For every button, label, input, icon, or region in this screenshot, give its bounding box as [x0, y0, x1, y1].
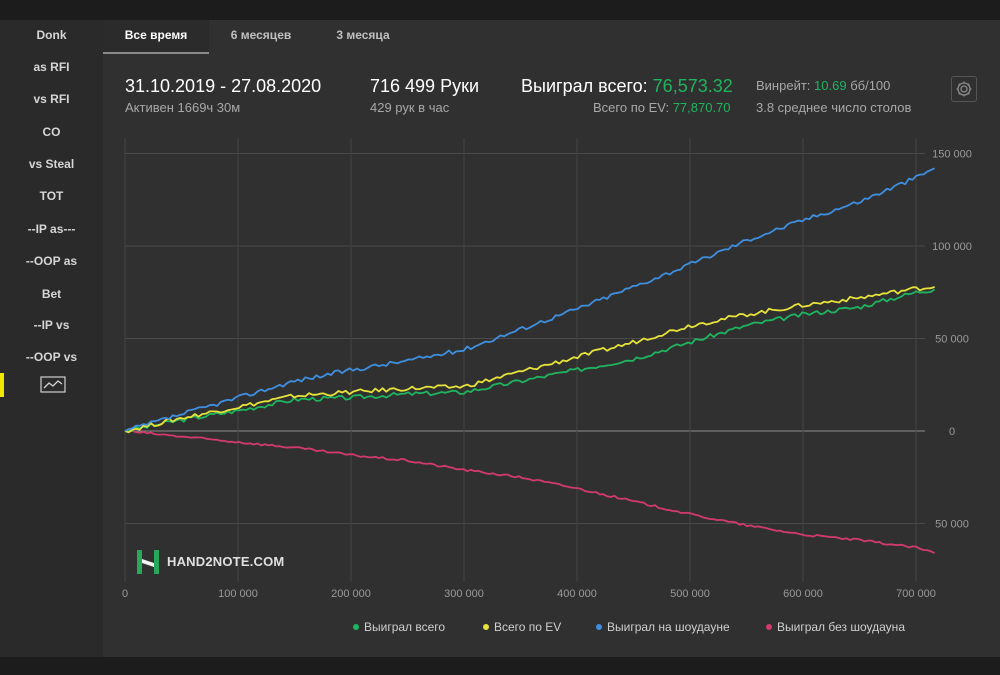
hands-count: 716 499 Руки	[370, 76, 480, 96]
sidebar-item-vs-rfi[interactable]: vs RFI	[33, 92, 70, 106]
series-line	[124, 167, 935, 432]
winrate-value: 10.69	[814, 78, 847, 93]
series-line	[124, 286, 935, 434]
sidebar: Donk as RFI vs RFI CO vs Steal TOT --IP …	[0, 20, 103, 657]
line-chart: 150 000 100 000 50 000 0 50 000 0 100 000 200 0…	[122, 138, 972, 600]
y-tick-label: 100 000	[932, 241, 972, 253]
y-tick-label: 150 000	[932, 149, 972, 161]
y-tick-label: 50 000	[935, 519, 969, 531]
active-time: Активен 1669ч 30м	[125, 100, 241, 115]
x-tick-label: 700 000	[896, 588, 936, 600]
hands-per-hour: 429 рук в час	[370, 100, 450, 115]
y-tick-label: 0	[949, 426, 955, 438]
sidebar-item-donk[interactable]: Donk	[36, 28, 67, 42]
legend-dot	[483, 624, 489, 630]
sidebar-active-indicator	[0, 373, 4, 397]
sidebar-item-ip-vs[interactable]: --IP vs	[33, 318, 70, 332]
tab-3-months[interactable]: 3 месяца	[336, 28, 390, 42]
hand2note-logo: HAND2NOTE.COM	[135, 548, 335, 578]
main-panel: Все время 6 месяцев 3 месяца 31.10.2019 …	[103, 20, 1000, 657]
x-tick-label: 400 000	[557, 588, 597, 600]
h2n-logo-icon	[137, 550, 159, 574]
tab-6-months[interactable]: 6 месяцев	[230, 28, 292, 42]
top-band	[0, 0, 1000, 20]
x-tick-label: 0	[122, 588, 128, 600]
winrate-unit: бб/100	[850, 78, 891, 93]
x-tick-label: 100 000	[218, 588, 258, 600]
legend-label: Выиграл на шоудауне	[607, 620, 730, 634]
won-total: Выиграл всего: 76,573.32	[521, 76, 733, 97]
winrate: Винрейт: 10.69 бб/100	[756, 78, 890, 93]
legend-won-total[interactable]: Выиграл всего	[353, 620, 445, 634]
legend-won-no-showdown[interactable]: Выиграл без шоудауна	[766, 620, 905, 634]
bottom-band	[0, 657, 1000, 675]
won-total-label: Выиграл всего:	[521, 76, 648, 96]
date-range: 31.10.2019 - 27.08.2020	[125, 76, 322, 96]
legend-ev-total[interactable]: Всего по EV	[483, 620, 561, 634]
sidebar-item-oop-vs[interactable]: --OOP vs	[25, 350, 78, 364]
ev-total: Всего по EV: 77,870.70	[593, 100, 731, 115]
won-total-value: 76,573.32	[652, 76, 733, 96]
tab-all-time[interactable]: Все время	[103, 20, 209, 54]
ev-total-value: 77,870.70	[672, 100, 731, 115]
legend-label: Всего по EV	[494, 620, 562, 634]
legend-label: Выиграл всего	[364, 620, 446, 634]
series-line	[125, 288, 936, 432]
x-tick-label: 200 000	[331, 588, 371, 600]
x-tick-label: 600 000	[783, 588, 823, 600]
legend-dot	[353, 624, 359, 630]
sidebar-item-vs-steal[interactable]: vs Steal	[28, 157, 75, 171]
series-line	[124, 429, 935, 554]
ev-total-label: Всего по EV:	[593, 100, 670, 115]
sidebar-item-bet[interactable]: Bet	[41, 287, 62, 301]
gear-icon	[956, 81, 972, 97]
sidebar-item-as-rfi[interactable]: as RFI	[33, 60, 70, 74]
settings-button[interactable]	[951, 76, 977, 102]
tab-bar: Все время 6 месяцев 3 месяца	[103, 20, 1000, 54]
sidebar-item-co[interactable]: CO	[42, 125, 61, 139]
avg-tables: 3.8 среднее число столов	[756, 100, 912, 115]
x-tick-label: 500 000	[670, 588, 710, 600]
legend-label: Выиграл без шоудауна	[777, 620, 905, 634]
sidebar-item-ip-as[interactable]: --IP as---	[27, 222, 76, 236]
legend-won-showdown[interactable]: Выиграл на шоудауне	[596, 620, 730, 634]
x-tick-label: 300 000	[444, 588, 484, 600]
logo-text: HAND2NOTE.COM	[167, 554, 285, 569]
sidebar-item-tot[interactable]: TOT	[39, 189, 64, 203]
winrate-label: Винрейт:	[756, 78, 811, 93]
line-chart-icon[interactable]	[40, 376, 68, 394]
y-tick-label: 50 000	[935, 334, 969, 346]
sidebar-item-oop-as[interactable]: --OOP as	[25, 254, 78, 268]
legend-dot	[766, 624, 772, 630]
legend-dot	[596, 624, 602, 630]
